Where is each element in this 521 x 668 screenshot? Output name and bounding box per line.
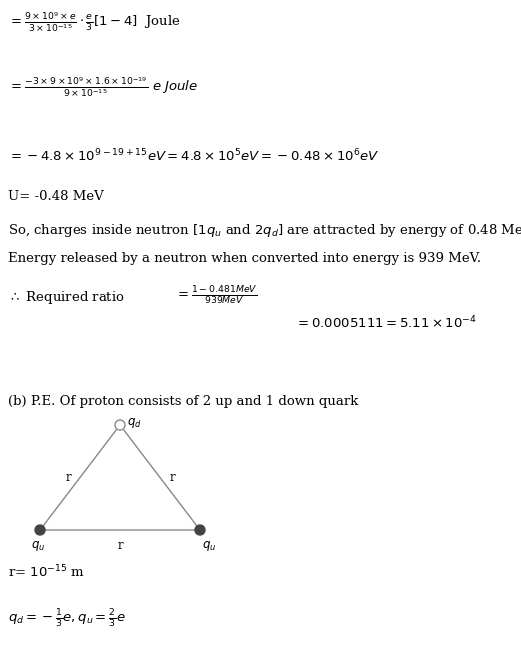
Text: r: r [169, 471, 175, 484]
Text: $=-4.8\times10^{9-19+15}eV=4.8\times10^{5}eV=-0.48\times10^{6}eV$: $=-4.8\times10^{9-19+15}eV=4.8\times10^{… [8, 148, 379, 164]
Text: $\therefore$ Required ratio: $\therefore$ Required ratio [8, 289, 125, 307]
Text: (b) P.E. Of proton consists of 2 up and 1 down quark: (b) P.E. Of proton consists of 2 up and … [8, 395, 358, 408]
Text: $=0.0005111=5.11\times10^{-4}$: $=0.0005111=5.11\times10^{-4}$ [295, 315, 477, 331]
Circle shape [35, 525, 45, 535]
Text: $=\frac{-3\times9\times10^{9}\times1.6\times10^{-19}}{9\times10^{-15}}$ $e\ \mat: $=\frac{-3\times9\times10^{9}\times1.6\t… [8, 75, 198, 99]
Text: r: r [65, 471, 71, 484]
Text: r: r [117, 539, 123, 552]
Text: Energy released by a neutron when converted into energy is 939 MeV.: Energy released by a neutron when conver… [8, 252, 481, 265]
Text: U= -0.48 MeV: U= -0.48 MeV [8, 190, 104, 203]
Text: $q_u$: $q_u$ [31, 539, 45, 553]
Text: $=\frac{1-0.481\mathit{MeV}}{939\mathit{MeV}}$: $=\frac{1-0.481\mathit{MeV}}{939\mathit{… [175, 285, 258, 307]
Circle shape [195, 525, 205, 535]
Text: $=\frac{9\times10^{9}\times e}{3\times10^{-15}}\cdot\frac{e}{3}[1-4]$  Joule: $=\frac{9\times10^{9}\times e}{3\times10… [8, 10, 181, 34]
Text: $q_d$: $q_d$ [127, 416, 142, 430]
Text: $q_u$: $q_u$ [202, 539, 216, 553]
Text: So, charges inside neutron $[1q_u$ and $2q_d]$ are attracted by energy of 0.48 M: So, charges inside neutron $[1q_u$ and $… [8, 222, 521, 239]
Circle shape [115, 420, 125, 430]
Text: r= $10^{-15}$ m: r= $10^{-15}$ m [8, 564, 85, 580]
Text: $q_d=-\frac{1}{3}e,q_u=\frac{2}{3}e$: $q_d=-\frac{1}{3}e,q_u=\frac{2}{3}e$ [8, 608, 126, 630]
